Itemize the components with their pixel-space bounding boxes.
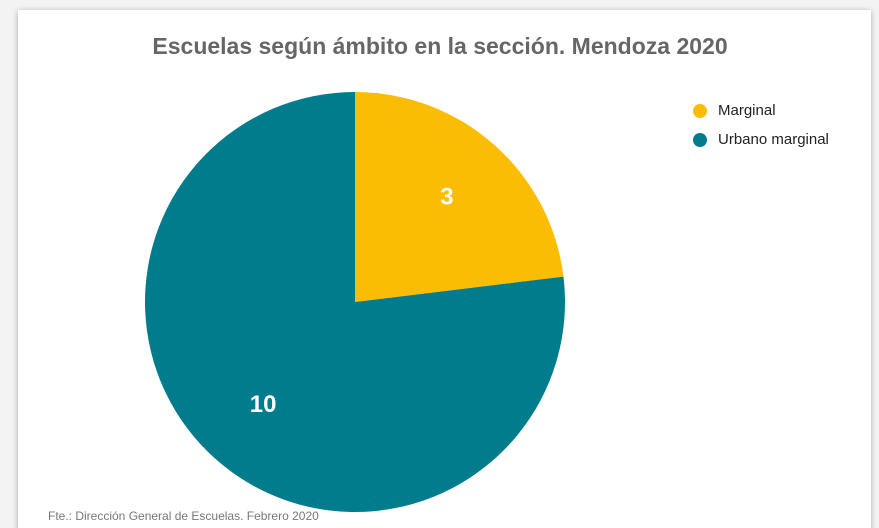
pie-slice [145, 92, 565, 512]
legend-label: Urbano marginal [718, 131, 829, 148]
legend-swatch [693, 104, 707, 118]
legend-swatch [693, 133, 707, 147]
source-note: Fte.: Dirección General de Escuelas. Feb… [48, 509, 319, 523]
data-label: 3 [440, 184, 453, 211]
pie-slice [355, 92, 564, 302]
chart-title: Escuelas según ámbito en la sección. Men… [152, 33, 727, 59]
data-label: 10 [250, 391, 277, 418]
legend-label: Marginal [718, 102, 776, 119]
